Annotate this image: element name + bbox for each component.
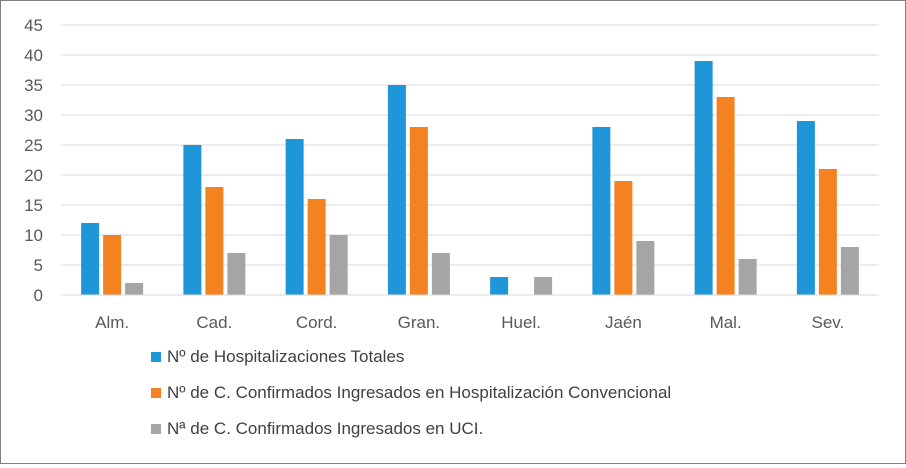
bar-1-2 (307, 199, 326, 295)
bar-1-1 (205, 187, 224, 295)
x-category-label: Sev. (811, 313, 844, 332)
bar-2-7 (840, 247, 859, 295)
y-tick-label: 5 (34, 256, 43, 275)
bar-1-5 (614, 181, 633, 295)
x-axis-labels: Alm. Cad. Cord. Gran. Huel. Jaén Mal. Sev. (95, 313, 844, 332)
bar-0-0 (81, 223, 100, 295)
bar-2-6 (738, 259, 757, 295)
x-category-label: Huel. (501, 313, 541, 332)
x-category-label: Jaén (605, 313, 642, 332)
y-axis-ticks: 0 5 10 15 20 25 30 35 40 45 (24, 16, 43, 305)
x-category-label: Cord. (296, 313, 338, 332)
legend-label: Nº de Hospitalizaciones Totales (167, 347, 404, 366)
legend-label: Nª de C. Confirmados Ingresados en UCI. (167, 419, 483, 438)
x-category-label: Alm. (95, 313, 129, 332)
y-tick-label: 20 (24, 166, 43, 185)
y-tick-label: 25 (24, 136, 43, 155)
bar-0-7 (796, 121, 815, 295)
bar-2-4 (534, 277, 553, 295)
legend: Nº de Hospitalizaciones Totales Nº de C. … (151, 347, 671, 438)
bar-0-4 (490, 277, 509, 295)
bar-2-5 (636, 241, 655, 295)
bar-2-1 (227, 253, 246, 295)
legend-swatch (151, 352, 161, 362)
legend-swatch (151, 424, 161, 434)
y-tick-label: 10 (24, 226, 43, 245)
bar-0-1 (183, 145, 202, 295)
bar-0-2 (285, 139, 304, 295)
y-tick-label: 15 (24, 196, 43, 215)
bar-2-0 (125, 283, 144, 295)
y-tick-label: 45 (24, 16, 43, 35)
bar-0-6 (694, 61, 713, 295)
y-tick-label: 40 (24, 46, 43, 65)
bar-2-2 (329, 235, 348, 295)
y-tick-label: 30 (24, 106, 43, 125)
y-tick-label: 0 (34, 286, 43, 305)
x-category-label: Cad. (196, 313, 232, 332)
bar-1-7 (818, 169, 837, 295)
bar-0-5 (592, 127, 611, 295)
x-category-label: Mal. (710, 313, 742, 332)
bar-1-0 (103, 235, 122, 295)
bar-1-3 (409, 127, 428, 295)
bar-1-6 (716, 97, 735, 295)
bar-0-3 (387, 85, 406, 295)
legend-label: Nº de C. Confirmados Ingresados en Hospi… (167, 383, 671, 402)
y-tick-label: 35 (24, 76, 43, 95)
bars (81, 61, 859, 295)
x-category-label: Gran. (398, 313, 441, 332)
legend-swatch (151, 388, 161, 398)
bar-2-3 (431, 253, 450, 295)
